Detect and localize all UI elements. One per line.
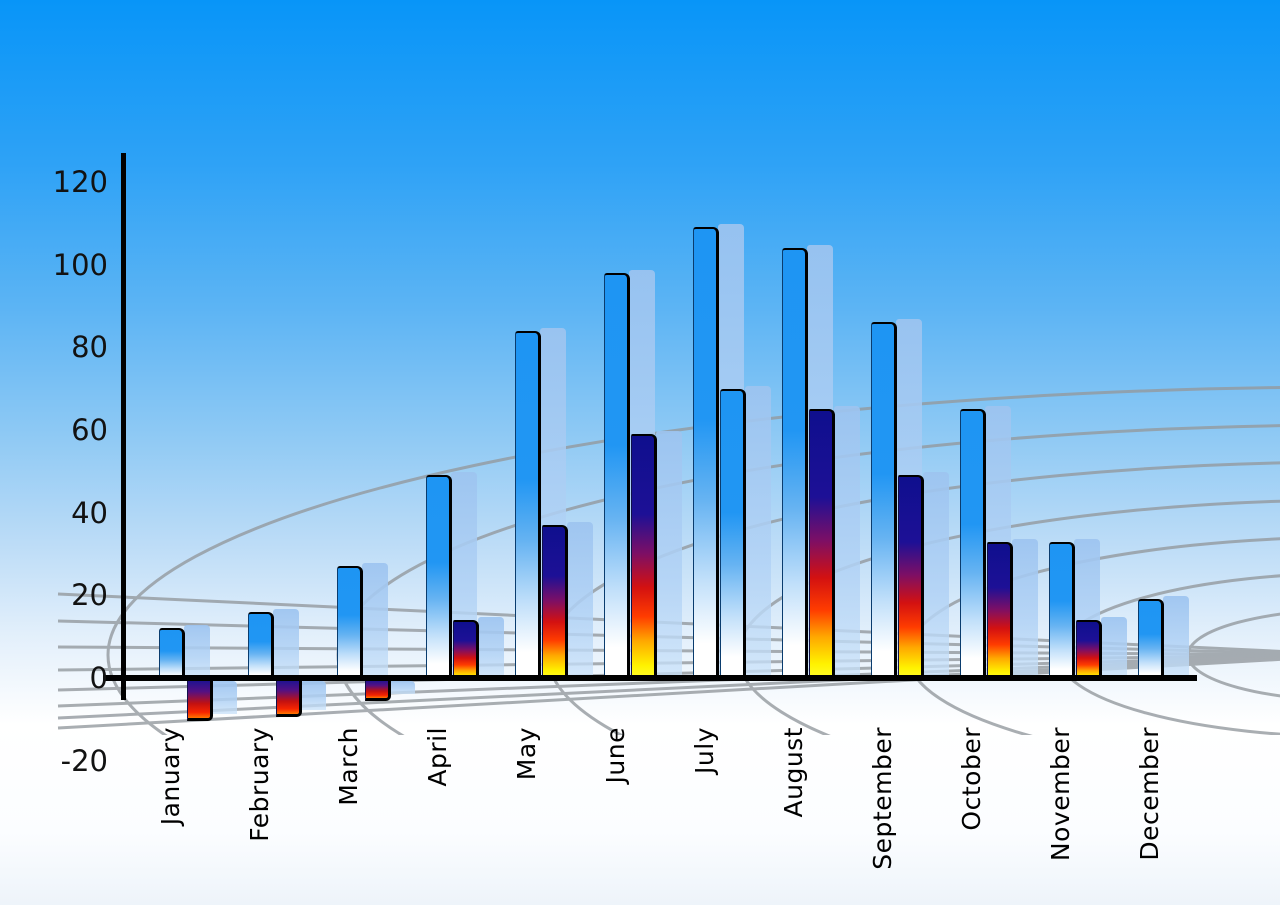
bar-shadow-june-secondary xyxy=(656,431,682,678)
x-axis-label-may: May xyxy=(512,727,541,781)
bar-shadow-march-secondary xyxy=(389,681,415,694)
x-axis-label-december: December xyxy=(1135,727,1164,861)
bar-shadow-january-primary xyxy=(184,625,210,678)
x-axis-label-march: March xyxy=(334,727,363,806)
bar-june-secondary xyxy=(631,434,657,680)
bar-october-secondary xyxy=(987,541,1013,680)
bar-shadow-may-secondary xyxy=(567,522,593,678)
x-axis-label-november: November xyxy=(1046,727,1075,862)
x-axis-label-february: February xyxy=(245,727,274,842)
bar-shadow-july-secondary xyxy=(745,385,771,678)
x-axis-line xyxy=(103,675,1197,681)
x-axis-label-january: January xyxy=(156,727,185,826)
bar-august-primary xyxy=(782,247,808,680)
bar-may-primary xyxy=(515,330,541,680)
bar-november-primary xyxy=(1049,541,1075,680)
bar-shadow-october-secondary xyxy=(1012,538,1038,678)
bar-shadow-april-secondary xyxy=(478,617,504,678)
bar-may-secondary xyxy=(542,525,568,680)
bar-july-secondary xyxy=(720,388,746,680)
bar-march-primary xyxy=(337,566,363,680)
bar-shadow-march-primary xyxy=(362,563,388,678)
bar-june-primary xyxy=(604,272,630,680)
y-axis-tick-label--20: -20 xyxy=(60,743,108,778)
bar-shadow-february-primary xyxy=(273,608,299,678)
bar-march-secondary xyxy=(365,680,391,701)
x-axis-label-april: April xyxy=(423,727,452,787)
y-axis-tick-label-100: 100 xyxy=(52,247,108,282)
y-axis-tick-label-40: 40 xyxy=(71,495,108,530)
bar-january-secondary xyxy=(187,680,213,722)
bar-january-primary xyxy=(159,628,185,680)
x-axis-label-july: July xyxy=(690,727,719,774)
bar-shadow-december-primary xyxy=(1163,596,1189,678)
bar-november-secondary xyxy=(1076,620,1102,680)
bar-december-primary xyxy=(1138,599,1164,680)
bar-february-secondary xyxy=(276,680,302,718)
bar-october-primary xyxy=(960,409,986,680)
x-axis-label-october: October xyxy=(957,727,986,831)
y-axis-line xyxy=(121,153,126,700)
bar-shadow-november-secondary xyxy=(1101,617,1127,678)
bar-april-secondary xyxy=(453,620,479,680)
bar-july-primary xyxy=(693,227,719,680)
y-axis-tick-label-60: 60 xyxy=(71,412,108,447)
y-axis-tick-label-80: 80 xyxy=(71,330,108,365)
y-axis-tick-label-0: 0 xyxy=(89,661,108,695)
x-axis-label-september: September xyxy=(868,727,897,870)
bar-shadow-september-secondary xyxy=(923,472,949,678)
grid-arc xyxy=(106,386,1280,735)
bar-april-primary xyxy=(426,475,452,680)
bar-february-primary xyxy=(248,611,274,680)
x-axis-label-august: August xyxy=(779,727,808,818)
bar-shadow-february-secondary xyxy=(300,681,326,711)
y-axis-tick-label-120: 120 xyxy=(52,164,108,199)
y-axis-tick-label-20: 20 xyxy=(71,578,108,613)
bar-september-primary xyxy=(871,322,897,680)
x-axis-label-june: June xyxy=(601,727,630,784)
bar-august-secondary xyxy=(809,409,835,680)
bar-september-secondary xyxy=(898,475,924,680)
bar-shadow-january-secondary xyxy=(211,681,237,715)
bar-shadow-august-secondary xyxy=(834,406,860,678)
